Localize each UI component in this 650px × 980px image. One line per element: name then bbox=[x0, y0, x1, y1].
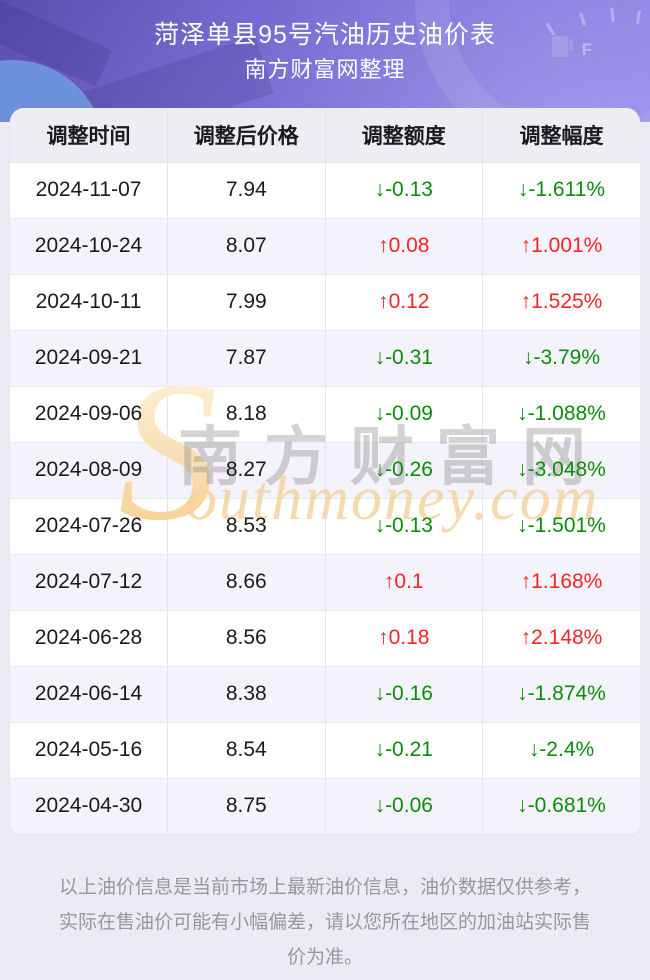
cell-date: 2024-05-16 bbox=[34, 738, 143, 761]
page-subtitle: 南方财富网整理 bbox=[244, 57, 406, 82]
column-header-0: 调整时间 bbox=[10, 108, 168, 162]
cell-change: ↑0.18 bbox=[324, 610, 483, 666]
table-row: 2024-08-09 8.27 ↓-0.26 ↓-3.048% bbox=[10, 442, 640, 498]
cell-percent: ↑1.168% bbox=[482, 554, 640, 610]
cell-change: ↓-0.13 bbox=[324, 162, 483, 218]
table-row: 2024-06-14 8.38 ↓-0.16 ↓-1.874% bbox=[10, 666, 640, 722]
page-title: 菏泽单县95号汽油历史油价表 bbox=[154, 21, 496, 49]
table-row: 2024-05-16 8.54 ↓-0.21 ↓-2.4% bbox=[10, 722, 640, 778]
cell-change: ↓-0.06 bbox=[324, 778, 483, 834]
cell-percent: ↓-1.874% bbox=[482, 666, 640, 722]
cell-date: 2024-08-09 bbox=[34, 458, 143, 481]
cell-price: 8.18 bbox=[167, 386, 325, 442]
cell-price: 8.07 bbox=[167, 218, 325, 274]
cell-price: 7.87 bbox=[167, 330, 325, 386]
cell-percent: ↓-0.681% bbox=[482, 778, 640, 834]
cell-change: ↑0.1 bbox=[324, 554, 483, 610]
cell-percent: ↑1.525% bbox=[482, 274, 640, 330]
table-row: 2024-07-12 8.66 ↑0.1 ↑1.168% bbox=[10, 554, 640, 610]
cell-price: 8.38 bbox=[167, 666, 325, 722]
column-header-3: 调整幅度 bbox=[482, 108, 640, 162]
cell-change: ↓-0.16 bbox=[324, 666, 483, 722]
cell-date: 2024-07-12 bbox=[34, 570, 143, 593]
page-header: F 菏泽单县95号汽油历史油价表 南方财富网整理 bbox=[0, 0, 650, 122]
cell-date: 2024-07-26 bbox=[34, 514, 143, 537]
footer-disclaimer: 以上油价信息是当前市场上最新油价信息，油价数据仅供参考，实际在售油价可能有小幅偏… bbox=[58, 877, 591, 969]
cell-change: ↑0.12 bbox=[324, 274, 483, 330]
price-table-card: 调整时间 调整后价格 调整额度 调整幅度 2024-11-07 7.94 ↓-0.13 ↓-… bbox=[10, 108, 640, 834]
table-row: 2024-04-30 8.75 ↓-0.06 ↓-0.681% bbox=[10, 778, 640, 834]
cell-change: ↓-0.13 bbox=[324, 498, 483, 554]
cell-price: 8.56 bbox=[167, 610, 325, 666]
cell-percent: ↑2.148% bbox=[482, 610, 640, 666]
table-row: 2024-09-21 7.87 ↓-0.31 ↓-3.79% bbox=[10, 330, 640, 386]
cell-date: 2024-09-21 bbox=[34, 346, 143, 369]
cell-percent: ↓-3.048% bbox=[482, 442, 640, 498]
table-header-row: 调整时间 调整后价格 调整额度 调整幅度 bbox=[10, 108, 640, 162]
table-row: 2024-10-11 7.99 ↑0.12 ↑1.525% bbox=[10, 274, 640, 330]
cell-percent: ↓-1.088% bbox=[482, 386, 640, 442]
column-header-1: 调整后价格 bbox=[167, 108, 325, 162]
table-body: 2024-11-07 7.94 ↓-0.13 ↓-1.611% 2024-10-24 8.… bbox=[10, 162, 640, 834]
table-row: 2024-07-26 8.53 ↓-0.13 ↓-1.501% bbox=[10, 498, 640, 554]
cell-price: 8.75 bbox=[167, 778, 325, 834]
cell-change: ↑0.08 bbox=[324, 218, 483, 274]
cell-date: 2024-04-30 bbox=[34, 794, 143, 818]
cell-date: 2024-10-24 bbox=[34, 234, 143, 257]
cell-percent: ↓-3.79% bbox=[482, 330, 640, 386]
cell-date: 2024-06-14 bbox=[34, 682, 143, 705]
cell-date: 2024-06-28 bbox=[34, 626, 143, 649]
price-table: 调整时间 调整后价格 调整额度 调整幅度 2024-11-07 7.94 ↓-0.13 ↓-… bbox=[10, 108, 640, 834]
cell-date: 2024-10-11 bbox=[35, 290, 142, 313]
cell-percent: ↓-1.501% bbox=[482, 498, 640, 554]
table-row: 2024-10-24 8.07 ↑0.08 ↑1.001% bbox=[10, 218, 640, 274]
cell-change: ↓-0.09 bbox=[324, 386, 483, 442]
cell-change: ↓-0.26 bbox=[324, 442, 483, 498]
table-row: 2024-09-06 8.18 ↓-0.09 ↓-1.088% bbox=[10, 386, 640, 442]
cell-change: ↓-0.21 bbox=[324, 722, 483, 778]
cell-percent: ↑1.001% bbox=[482, 218, 640, 274]
table-row: 2024-11-07 7.94 ↓-0.13 ↓-1.611% bbox=[10, 162, 640, 218]
cell-percent: ↓-1.611% bbox=[482, 162, 640, 218]
column-header-2: 调整额度 bbox=[324, 108, 483, 162]
cell-change: ↓-0.31 bbox=[324, 330, 483, 386]
fuel-pump-icon bbox=[552, 36, 573, 57]
cell-percent: ↓-2.4% bbox=[482, 722, 640, 778]
cell-price: 7.94 bbox=[167, 162, 325, 218]
cell-price: 7.99 bbox=[167, 274, 325, 330]
cell-price: 8.54 bbox=[167, 722, 325, 778]
cell-price: 8.53 bbox=[167, 498, 325, 554]
cell-date: 2024-11-07 bbox=[35, 178, 142, 201]
gauge-full-label: F bbox=[581, 40, 592, 59]
cell-date: 2024-09-06 bbox=[34, 402, 143, 425]
table-row: 2024-06-28 8.56 ↑0.18 ↑2.148% bbox=[10, 610, 640, 666]
cell-price: 8.27 bbox=[167, 442, 325, 498]
cell-price: 8.66 bbox=[167, 554, 325, 610]
